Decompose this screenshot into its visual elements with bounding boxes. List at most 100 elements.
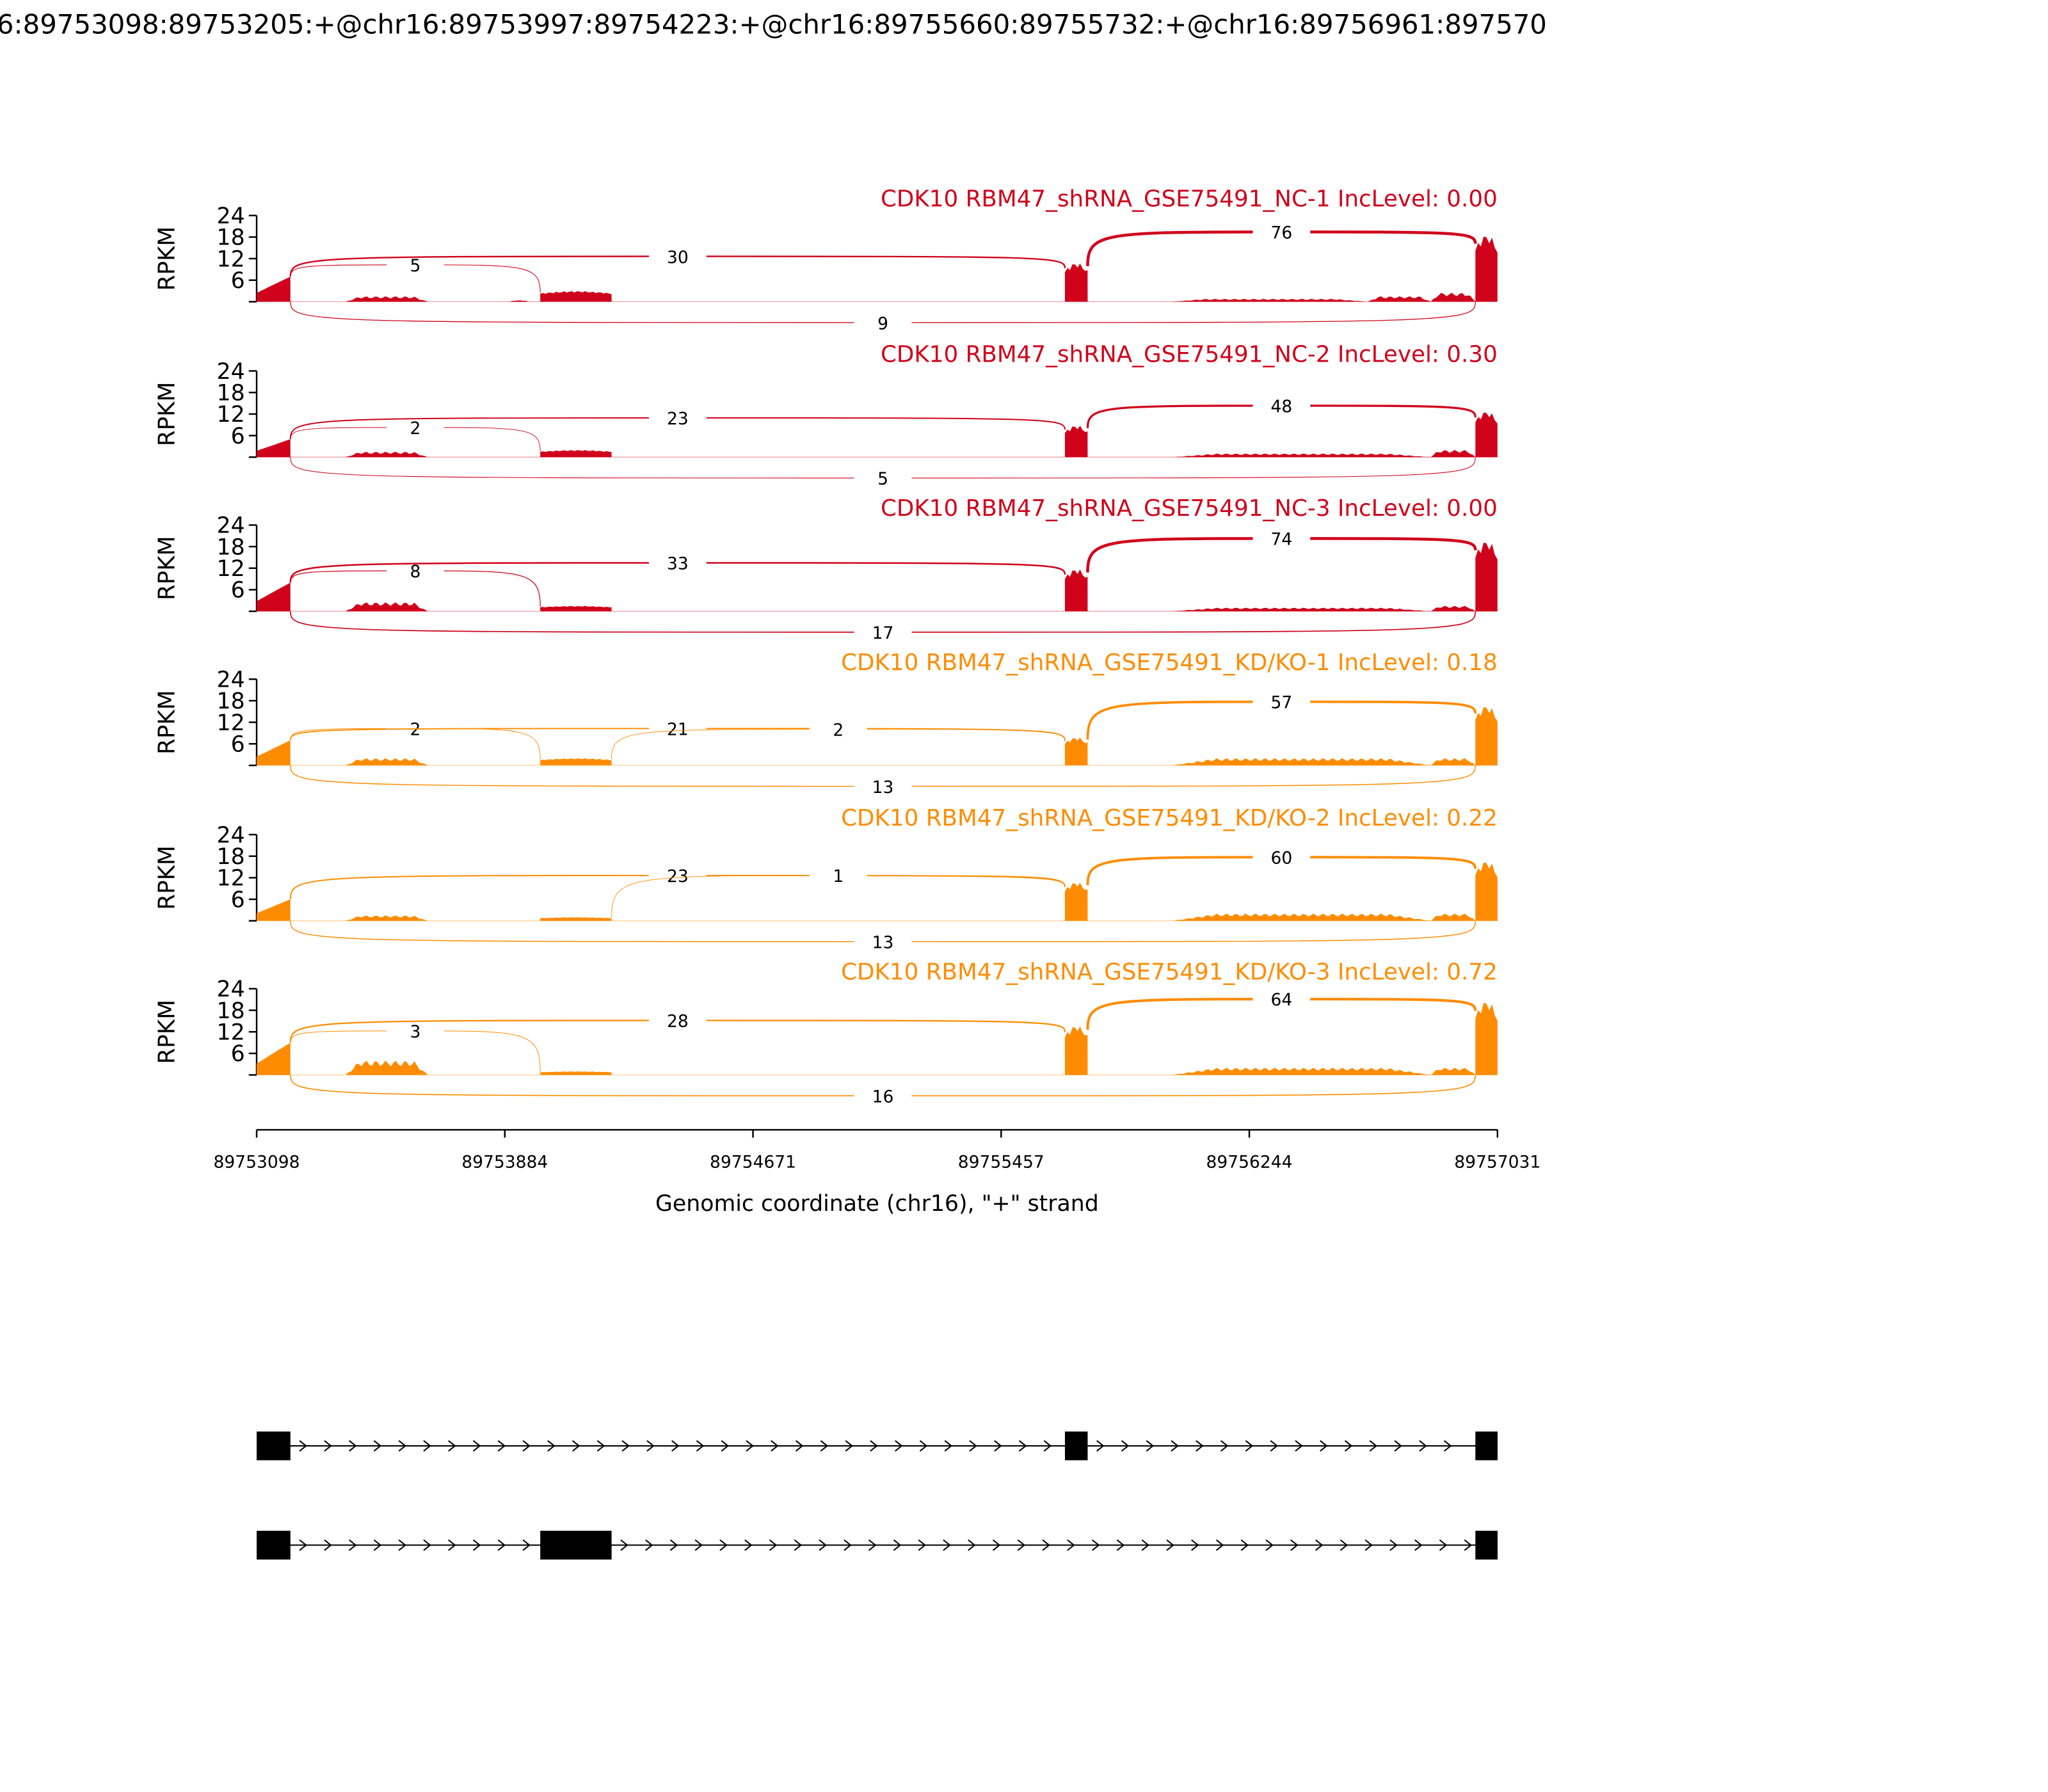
strand-arrow-icon <box>844 1539 852 1551</box>
coverage-area <box>1430 450 1476 458</box>
strand-arrow-icon <box>348 1539 357 1551</box>
y-tick-label: 18 <box>217 225 245 251</box>
strand-arrow-icon <box>1043 1440 1052 1452</box>
strand-arrow-icon <box>820 1440 829 1452</box>
strand-arrow-icon <box>1240 1539 1249 1551</box>
y-axis-label: RPKM <box>154 690 180 755</box>
coverage-area <box>257 740 291 765</box>
y-tick-label: 24 <box>217 513 245 539</box>
junction-label-bg <box>854 776 912 797</box>
strand-arrow-icon <box>694 1539 703 1551</box>
y-axis-label: RPKM <box>154 536 180 600</box>
junction-count-label: 2 <box>410 419 421 438</box>
transcript-model <box>257 1530 1498 1560</box>
strand-arrow-icon <box>1018 1440 1027 1452</box>
coverage-area <box>346 296 428 302</box>
gene-models <box>257 1431 1498 1560</box>
exon-block <box>257 1530 291 1560</box>
y-tick-label: 12 <box>217 866 245 892</box>
x-tick-label: 89753884 <box>461 1152 548 1172</box>
sample-panel: CDK10 RBM47_shRNA_GSE75491_KD/KO-1 IncLe… <box>154 650 1498 797</box>
x-tick-label: 89753098 <box>214 1152 300 1172</box>
x-axis: 89753098 89753884 89754671 89755457 89756244… <box>214 1129 1540 1172</box>
coverage-area <box>346 758 428 765</box>
coverage-area <box>1064 263 1088 302</box>
strand-arrow-icon <box>572 1440 580 1452</box>
junction-count-label: 30 <box>667 248 689 268</box>
strand-arrow-icon <box>968 1539 976 1551</box>
y-tick-label: 6 <box>231 578 245 604</box>
y-tick-label: 6 <box>231 268 245 294</box>
strand-arrow-icon <box>324 1440 332 1452</box>
strand-arrow-icon <box>620 1539 628 1551</box>
coverage-area <box>257 1043 291 1075</box>
sample-panel: CDK10 RBM47_shRNA_GSE75491_KD/KO-3 IncLe… <box>154 959 1498 1107</box>
coverage-area <box>540 1071 612 1075</box>
junction-label-bg <box>387 1020 444 1042</box>
y-tick-label: 18 <box>217 844 245 870</box>
y-tick-label: 24 <box>217 359 245 385</box>
y-axis-label: RPKM <box>154 1000 180 1064</box>
y-tick-label: 18 <box>217 534 245 560</box>
strand-arrow-icon <box>671 1440 680 1452</box>
strand-arrow-icon <box>1220 1440 1229 1452</box>
y-tick-label: 12 <box>217 246 245 272</box>
coverage-area <box>1430 913 1476 921</box>
strand-arrow-icon <box>994 1440 1002 1452</box>
coverage-area <box>1064 882 1088 921</box>
junction-count-label: 48 <box>1270 397 1292 417</box>
y-axis-label: RPKM <box>154 845 180 910</box>
strand-arrow-icon <box>1245 1440 1254 1452</box>
y-axis-label: RPKM <box>154 382 180 447</box>
y-tick-label: 6 <box>231 732 245 757</box>
coverage-area <box>1475 412 1498 458</box>
strand-arrow-icon <box>895 1440 903 1452</box>
junction-count-label: 13 <box>872 933 894 953</box>
junction-label-bg <box>648 717 707 739</box>
sample-title: CDK10 RBM47_shRNA_GSE75491_KD/KO-3 IncLe… <box>841 959 1498 986</box>
strand-arrow-icon <box>398 1539 406 1551</box>
y-tick-label: 6 <box>231 1041 245 1067</box>
coverage-area <box>1430 758 1476 765</box>
y-tick-label: 12 <box>217 1020 245 1045</box>
strand-arrow-icon <box>1443 1440 1452 1452</box>
exon-block <box>257 1431 291 1460</box>
sample-panel: CDK10 RBM47_shRNA_GSE75491_KD/KO-2 IncLe… <box>154 805 1498 953</box>
strand-arrow-icon <box>1320 1440 1328 1452</box>
coverage-area <box>1475 862 1498 921</box>
strand-arrow-icon <box>448 1539 456 1551</box>
junction-label-bg <box>648 246 707 267</box>
junction-label-bg <box>1252 395 1311 417</box>
strand-arrow-icon <box>1419 1440 1427 1452</box>
strand-arrow-icon <box>547 1440 556 1452</box>
strand-arrow-icon <box>1215 1539 1224 1551</box>
junction-count-label: 5 <box>877 469 888 489</box>
strand-arrow-icon <box>893 1539 902 1551</box>
strand-arrow-icon <box>423 1539 431 1551</box>
strand-arrow-icon <box>870 1440 878 1452</box>
coverage-area <box>540 291 612 302</box>
strand-arrow-icon <box>1121 1440 1130 1452</box>
strand-arrow-icon <box>794 1539 803 1551</box>
strand-arrow-icon <box>398 1440 406 1452</box>
junction-count-label: 5 <box>410 256 421 276</box>
coverage-area <box>1064 1026 1088 1075</box>
exon-block <box>1475 1530 1498 1560</box>
strand-arrow-icon <box>1344 1440 1353 1452</box>
strand-arrow-icon <box>1141 1539 1149 1551</box>
sample-panels: CDK10 RBM47_shRNA_GSE75491_NC-1 IncLevel… <box>154 186 1498 1107</box>
strand-arrow-icon <box>1265 1539 1274 1551</box>
coverage-area <box>257 276 291 302</box>
coverage-area <box>1430 292 1476 302</box>
y-axis-label: RPKM <box>154 227 180 291</box>
junction-label-bg <box>1252 221 1311 243</box>
strand-arrow-icon <box>299 1539 307 1551</box>
coverage-area <box>1064 426 1088 458</box>
strand-arrow-icon <box>819 1539 827 1551</box>
junction-count-label: 28 <box>667 1012 689 1032</box>
junction-label-bg <box>1252 528 1311 549</box>
strand-arrow-icon <box>1017 1539 1026 1551</box>
junction-count-label: 17 <box>872 623 894 643</box>
strand-arrow-icon <box>596 1440 605 1452</box>
junction-count-label: 1 <box>833 867 844 886</box>
